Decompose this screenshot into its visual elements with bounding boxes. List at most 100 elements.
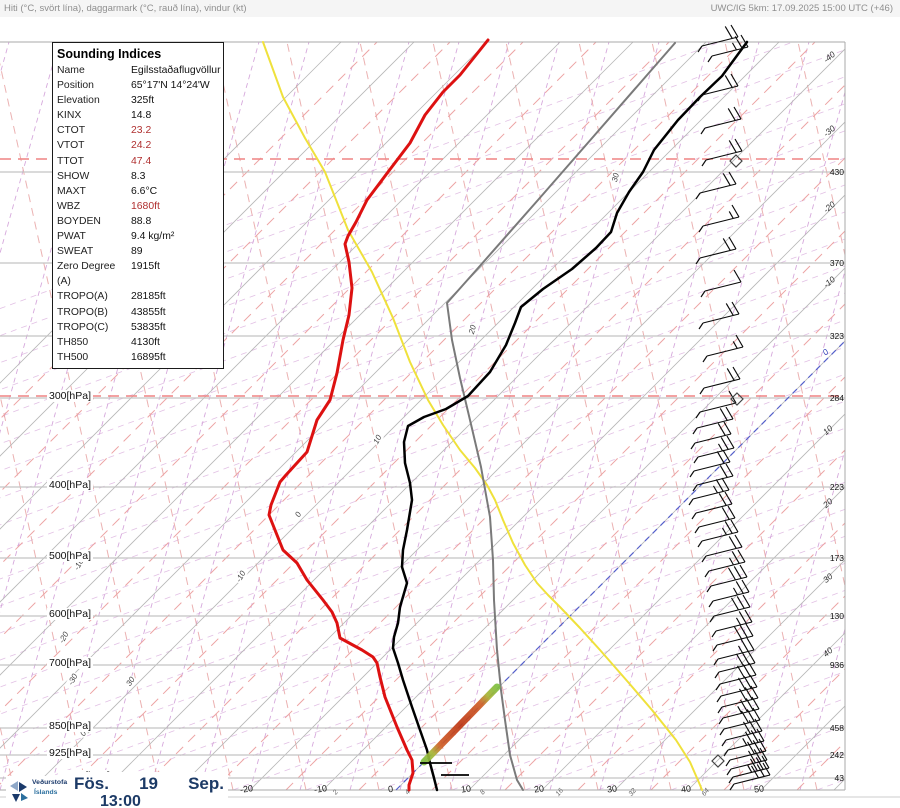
index-value: 47.4: [131, 155, 152, 167]
index-value: 6.6°C: [131, 185, 158, 197]
temperature-axis-label: 20: [533, 783, 545, 795]
wind-barb: [707, 34, 749, 63]
indices-row: Position 65°17'N 14°24'W: [53, 78, 223, 93]
wind-barb: [699, 366, 741, 395]
wind-barb: [704, 549, 746, 578]
valid-time-text: 13:00: [100, 793, 141, 808]
index-label: TROPO(C): [57, 321, 109, 333]
pressure-axis-label: 925[hPa]: [47, 747, 94, 759]
wind-barb: [706, 564, 748, 593]
index-label: TROPO(A): [57, 291, 108, 303]
index-label: TROPO(B): [57, 306, 108, 318]
sounding-indices-panel: Sounding Indices Name Egilsstaðaflugvöllu…: [52, 42, 224, 369]
logo-text-1: Veðurstofa: [32, 779, 68, 786]
temperature-axis-label: 40: [680, 783, 692, 795]
index-label: MAXT: [57, 185, 86, 197]
temperature-axis-label: -10: [313, 783, 328, 795]
indices-row: VTOT 24.2: [53, 138, 223, 153]
wind-barb: [700, 269, 742, 298]
indices-row: Name Egilsstaðaflugvöllur: [53, 63, 223, 78]
isa-reference-curve: [262, 41, 703, 791]
wind-barb: [718, 696, 760, 725]
indices-row: Elevation 325ft: [53, 93, 223, 108]
height-axis-label: 936: [829, 660, 844, 670]
icing-layer-segment: [420, 683, 501, 766]
wind-barb: [728, 755, 770, 784]
index-label: VTOT: [57, 140, 85, 152]
index-value: 88.8: [131, 215, 152, 227]
weekday-text: Fös.: [74, 774, 109, 793]
wind-barb: [726, 747, 768, 776]
logo-icon: [10, 781, 28, 802]
indices-row: TROPO(C) 53835ft: [53, 320, 223, 335]
index-label: SWEAT: [57, 246, 94, 258]
wind-barb: [701, 138, 743, 167]
index-value: 325ft: [131, 95, 155, 107]
pressure-axis-label: 850[hPa]: [47, 720, 94, 732]
temperature-axis-label: -20: [239, 783, 254, 795]
index-label: TTOT: [57, 155, 84, 167]
index-label: Name: [57, 65, 85, 76]
wind-barb: [709, 594, 751, 623]
wind-barb: [697, 24, 739, 53]
height-axis-label: 223: [829, 482, 844, 492]
indices-row: WBZ 1680ft: [53, 199, 223, 214]
month-text: Sep.: [188, 774, 224, 793]
height-axis-label: 430: [829, 167, 844, 177]
index-label: Zero Degree (A): [57, 261, 116, 288]
index-label: WBZ: [57, 200, 81, 212]
temperature-axis-label: 50: [753, 783, 765, 795]
wind-barb: [694, 505, 736, 534]
indices-row: SWEAT 89: [53, 244, 223, 259]
met-office-logo: Veðurstofa Íslands: [6, 776, 68, 808]
indices-row: SHOW 8.3: [53, 169, 223, 184]
dewpoint-curve: [267, 38, 490, 792]
valid-time-box: Fös. 19 Sep. 13:00: [58, 772, 228, 808]
wind-barb: [700, 106, 742, 135]
index-label: TH500: [57, 351, 89, 363]
wind-barb: [712, 623, 754, 652]
wind-barb: [689, 449, 731, 478]
logo-text-2: Íslands: [34, 789, 58, 796]
top-status-bar: Hiti (°C, svört lína), daggarmark (°C, r…: [0, 0, 900, 17]
tropopause-diamond-marker: [729, 154, 743, 168]
index-value: Egilsstaðaflugvöllur: [131, 65, 221, 76]
wind-barb: [701, 534, 743, 563]
wind-barb: [725, 738, 767, 767]
pressure-axis-label: 400[hPa]: [47, 479, 94, 491]
wind-barb: [695, 236, 737, 265]
height-axis-label: 173: [829, 553, 844, 563]
temperature-axis-label: 10: [460, 783, 472, 795]
index-label: KINX: [57, 110, 82, 122]
wind-barb: [717, 685, 759, 714]
indices-row: KINX 14.8: [53, 108, 223, 123]
index-label: CTOT: [57, 125, 86, 137]
index-value: 24.2: [131, 140, 152, 152]
wind-barb: [697, 73, 739, 102]
valid-date: Fös. 19 Sep.: [74, 774, 224, 794]
panel-rows: Name Egilsstaðaflugvöllur Position 65°17'N …: [53, 63, 223, 365]
pressure-axis-label: 300[hPa]: [47, 390, 94, 402]
index-label: Position: [57, 80, 94, 92]
pressure-axis-label: 700[hPa]: [47, 657, 94, 669]
height-axis-label: 458: [829, 723, 844, 733]
height-axis-label: 323: [829, 331, 844, 341]
wind-barb: [721, 718, 763, 747]
wind-barb: [702, 334, 744, 363]
index-value: 65°17'N 14°24'W: [131, 80, 210, 92]
model-run-text: UWC/IG 5km: 17.09.2025 15:00 UTC (+46): [710, 3, 893, 14]
legend-text: Hiti (°C, svört lína), daggarmark (°C, r…: [4, 3, 247, 14]
indices-row: PWAT 9.4 kg/m²: [53, 229, 223, 244]
height-axis-label: 370: [829, 258, 844, 268]
wind-barb: [714, 650, 756, 679]
indices-row: CTOT 23.2: [53, 123, 223, 138]
height-axis-label: 242: [829, 750, 844, 760]
index-value: 4130ft: [131, 336, 160, 348]
wind-barb: [695, 171, 737, 200]
day-text: 19: [139, 774, 158, 793]
parcel-curve: [446, 42, 676, 791]
index-value: 9.4 kg/m²: [131, 231, 175, 243]
temperature-curve: [391, 40, 749, 792]
temperature-axis-label: 30: [606, 783, 618, 795]
